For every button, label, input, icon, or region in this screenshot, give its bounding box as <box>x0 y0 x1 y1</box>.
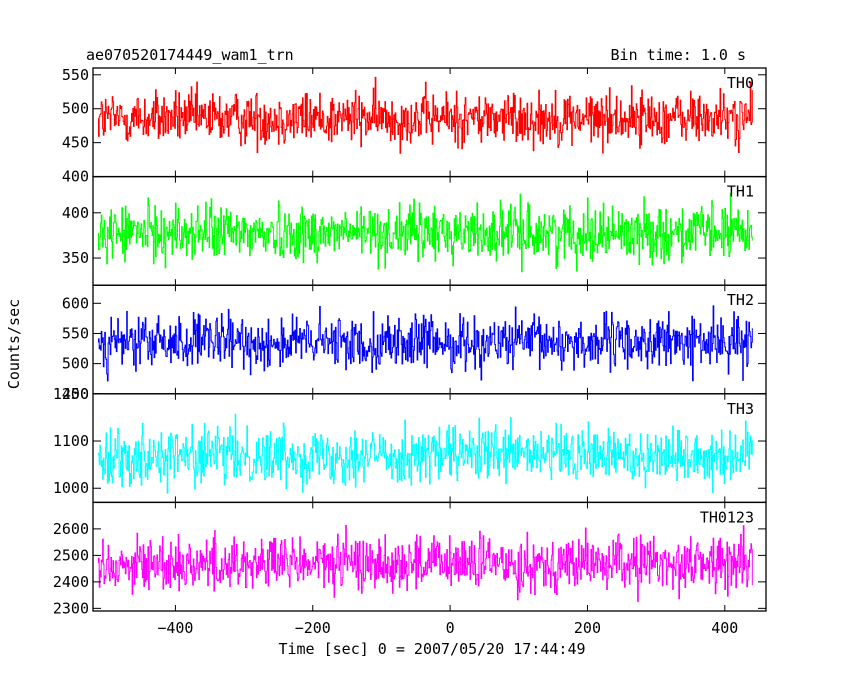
panel-frame <box>92 175 767 286</box>
panel-name: TH2 <box>727 291 754 309</box>
panel-th3: 1000 1100 1200 TH3 <box>53 385 767 504</box>
y-tick-label: 2500 <box>53 546 89 564</box>
series-th0123 <box>98 525 753 602</box>
y-tick-label: 350 <box>62 249 89 267</box>
y-tick-label: 1000 <box>53 479 89 497</box>
series-th2 <box>98 305 753 382</box>
panel-name: TH0123 <box>700 508 754 526</box>
y-tick-label: 600 <box>62 294 89 312</box>
series-th0 <box>98 76 753 154</box>
panel-th1: 350 400 TH1 <box>62 175 767 286</box>
panels: 400 450 500 550 TH0 350 400 TH1 450 500 550 600 TH2 1… <box>53 66 767 617</box>
panel-th2: 450 500 550 600 TH2 <box>62 284 767 403</box>
x-tick-label: −200 <box>295 619 331 637</box>
y-tick-label: 550 <box>62 324 89 342</box>
y-tick-label: 2300 <box>53 599 89 617</box>
y-tick-label: 1100 <box>53 432 89 450</box>
plot-title: ae070520174449_wam1_trn <box>86 46 294 64</box>
y-tick-label: 550 <box>62 66 89 84</box>
x-tick-label: 0 <box>446 619 455 637</box>
y-tick-label: 400 <box>62 168 89 186</box>
y-tick-label: 500 <box>62 100 89 118</box>
series-th3 <box>98 413 753 494</box>
y-tick-label: 450 <box>62 385 89 403</box>
series-th1 <box>98 192 753 273</box>
bin-time-label: Bin time: 1.0 s <box>611 46 746 64</box>
x-axis-label: Time [sec] 0 = 2007/05/20 17:44:49 <box>278 640 585 658</box>
panel-name: TH3 <box>727 400 754 418</box>
x-tick-label: 400 <box>711 619 738 637</box>
panel-frame <box>92 393 767 504</box>
x-tick-label: 200 <box>574 619 601 637</box>
x-tick-label: −400 <box>157 619 193 637</box>
y-tick-label: 500 <box>62 355 89 373</box>
y-tick-label: 400 <box>62 204 89 222</box>
y-tick-label: 450 <box>62 134 89 152</box>
panel-th0: 400 450 500 550 TH0 <box>62 66 767 186</box>
panel-name: TH0 <box>727 74 754 92</box>
x-axis: −400 −200 0 200 400 <box>157 619 738 637</box>
y-axis-label: Counts/sec <box>5 299 23 389</box>
y-tick-label: 2600 <box>53 520 89 538</box>
panel-frame <box>92 501 767 612</box>
y-tick-label: 2400 <box>53 573 89 591</box>
panel-name: TH1 <box>727 183 754 201</box>
y-tick-label: 1200 <box>53 385 89 403</box>
panel-th0123: 2300 2400 2500 2600 TH0123 <box>53 501 767 617</box>
